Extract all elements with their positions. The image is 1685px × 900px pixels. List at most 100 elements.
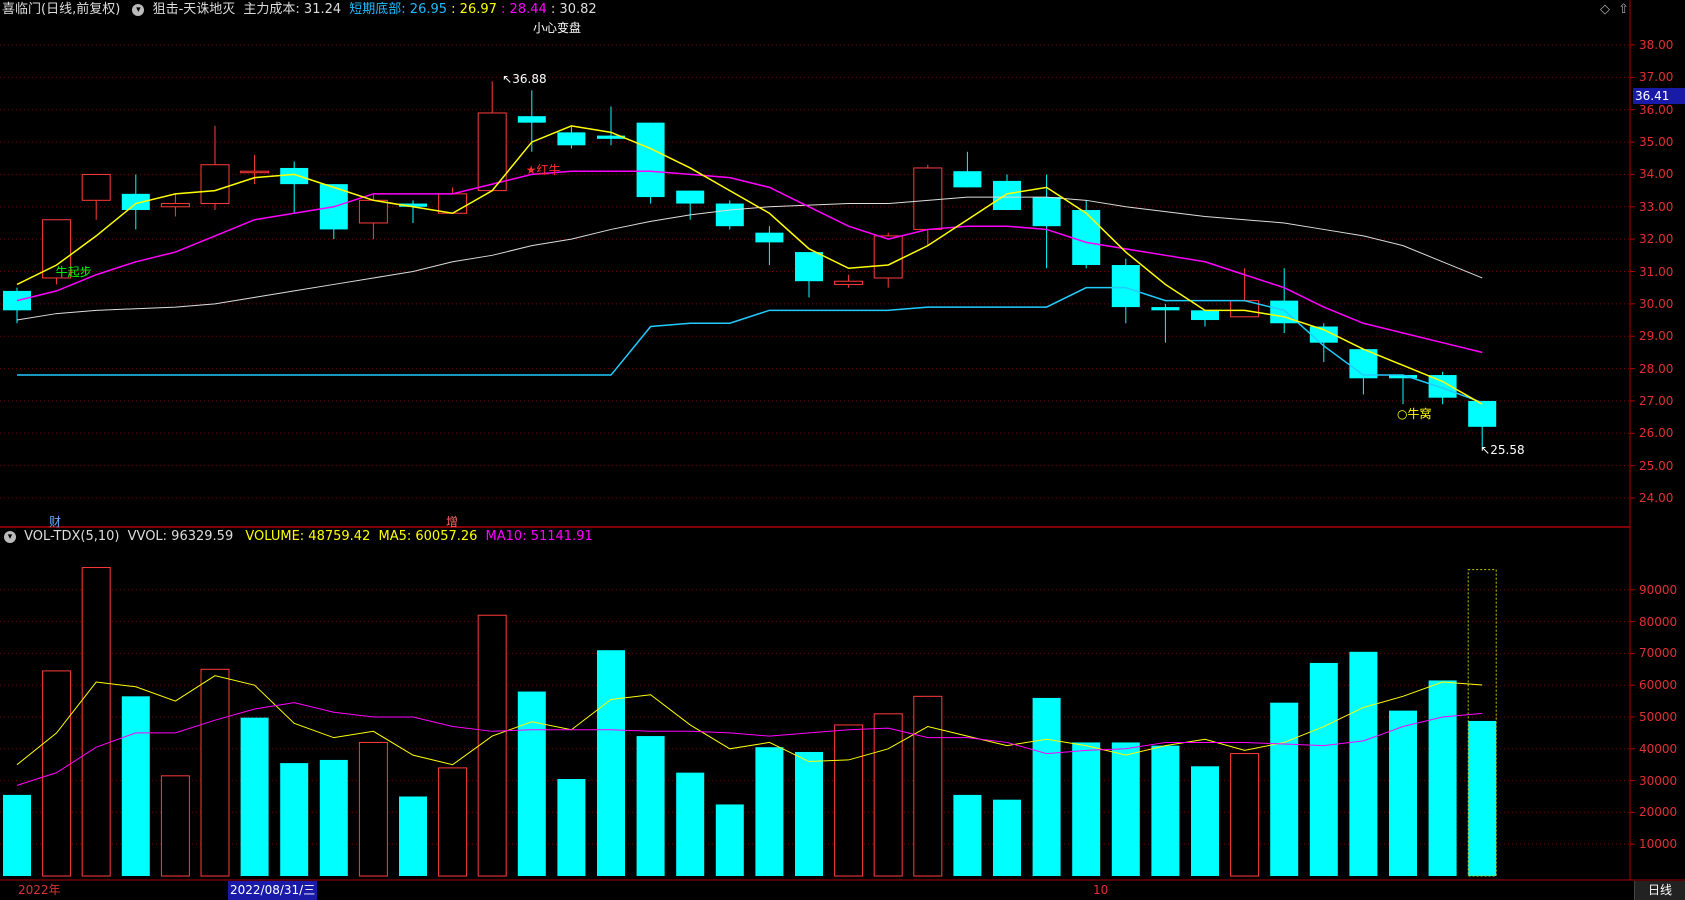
volume-bar-down xyxy=(1468,720,1497,876)
candle-down xyxy=(715,203,744,227)
window-controls: ◇ ⇧ xyxy=(1600,2,1629,17)
volume-bar-down xyxy=(676,772,705,876)
vol-ma5-line xyxy=(16,675,1483,766)
volume-bar-down xyxy=(755,747,784,876)
candle-up xyxy=(873,235,903,279)
current-price-tag: 36.41 xyxy=(1633,88,1685,105)
candle-up xyxy=(358,199,388,224)
capital-increase-marker[interactable]: 增 xyxy=(446,515,459,529)
volume-bar-up xyxy=(873,713,903,877)
volume-indicator-name[interactable]: VOL-TDX(5,10) xyxy=(24,529,120,544)
candle-down xyxy=(280,167,309,185)
volume-bar-down xyxy=(319,759,348,876)
volume-bar-down xyxy=(1151,745,1180,876)
volume-bar-down xyxy=(1309,662,1338,876)
candle-up xyxy=(913,167,943,230)
indicator-name[interactable]: 狙击-天诛地灭 xyxy=(152,2,236,17)
candle-down xyxy=(636,122,665,198)
candle-down xyxy=(1191,310,1219,321)
diamond-icon[interactable]: ◇ xyxy=(1599,2,1610,17)
finance-marker[interactable]: 财 xyxy=(49,515,62,529)
price-tick-label: 32.00 xyxy=(1639,232,1674,247)
price-tick-label: 30.00 xyxy=(1639,296,1674,311)
candle-up xyxy=(42,219,72,279)
candle-down xyxy=(795,252,823,282)
up-arrow-icon[interactable]: ⇧ xyxy=(1618,2,1629,17)
candle-down xyxy=(953,171,982,188)
volume-bar-up xyxy=(477,614,507,877)
candle-down xyxy=(1151,307,1180,311)
candle-up xyxy=(438,193,468,214)
volume-tick-label: 60000 xyxy=(1639,678,1678,693)
price-tick-label: 31.00 xyxy=(1639,264,1674,279)
volume-bar-down xyxy=(1111,742,1140,876)
volume-bar-up xyxy=(160,775,190,877)
volume-bar-up xyxy=(438,767,468,877)
volume-bar-down xyxy=(1389,710,1417,876)
year-label: 2022年 xyxy=(18,883,61,897)
price-tick-label: 24.00 xyxy=(1639,491,1674,505)
price-tick-label: 27.00 xyxy=(1639,393,1674,408)
candle-down xyxy=(1032,197,1061,227)
price-tick-label: 38.00 xyxy=(1639,38,1674,52)
stock-title[interactable]: 喜临门(日线,前复权) xyxy=(2,2,121,17)
bottom-label: 短期底部: 26.95 xyxy=(349,2,448,17)
candle-up xyxy=(200,164,230,205)
volume-bar-up xyxy=(913,695,943,877)
candle-down xyxy=(1349,349,1378,379)
month-label: 10 xyxy=(1093,883,1109,897)
indicator-settings-icon[interactable]: ▾ xyxy=(132,3,145,16)
volume-bar-down xyxy=(993,799,1021,876)
volume-tick-label: 20000 xyxy=(1639,805,1678,820)
candle-down xyxy=(1111,265,1140,308)
volume-bar-down xyxy=(597,650,625,876)
candle-up xyxy=(240,170,270,174)
candle-up xyxy=(160,203,190,208)
candle-down xyxy=(755,232,784,243)
support-line xyxy=(17,286,1483,404)
candle-up xyxy=(81,173,111,201)
volume-bar-down xyxy=(1270,702,1299,876)
volume-bar-down xyxy=(636,736,665,876)
vvol-value: VVOL: 96329.59 xyxy=(127,529,234,544)
volume-bar-down xyxy=(1191,766,1219,876)
volume-header: ▾ VOL-TDX(5,10) VVOL: 96329.59 VOLUME: 4… xyxy=(0,527,593,547)
price-tick-label: 25.00 xyxy=(1639,458,1674,473)
hong-niu-signal: ★红牛 xyxy=(525,162,561,177)
price-tick-label: 29.00 xyxy=(1639,329,1674,344)
volume-bar-up xyxy=(200,668,230,877)
volume-tick-label: 50000 xyxy=(1639,710,1678,724)
volume-settings-icon[interactable]: ▾ xyxy=(4,530,16,543)
volume-bar-down xyxy=(715,804,744,876)
volume-tick-label: 70000 xyxy=(1639,646,1678,661)
price-tick-label: 35.00 xyxy=(1639,135,1674,150)
candle-down xyxy=(597,135,625,139)
candle-down xyxy=(399,203,427,207)
volume-bar-up xyxy=(81,567,111,877)
volume-bar-down xyxy=(557,779,586,876)
volume-bar-down xyxy=(121,696,150,876)
candle-down xyxy=(1072,210,1101,266)
candle-down xyxy=(1428,375,1457,398)
time-axis: 2022年 2022/08/31/三 10 日线 xyxy=(0,881,1685,900)
candle-down xyxy=(517,116,546,123)
volume-bar-down xyxy=(240,717,269,876)
volume-tick-label: 40000 xyxy=(1639,741,1678,756)
candle-down xyxy=(993,180,1021,211)
volume-bar-down xyxy=(795,751,823,876)
volume-bar-up xyxy=(834,724,864,877)
volume-bar-up xyxy=(42,670,72,877)
price-tick-label: 28.00 xyxy=(1639,361,1674,376)
ma10-line xyxy=(16,170,1483,354)
candle-down xyxy=(1468,400,1497,427)
volume-value: VOLUME: 48759.42 xyxy=(245,529,371,544)
vol-ma10-value: MA10: 51141.91 xyxy=(485,529,593,544)
price-tick-label: 26.00 xyxy=(1639,426,1674,441)
high-price-label: ↖36.88 xyxy=(502,72,547,87)
ma-long-line xyxy=(16,196,1483,321)
period-tab-daily[interactable]: 日线 xyxy=(1634,881,1685,900)
vol-ma10-line xyxy=(16,702,1483,786)
niu-qibu-signal: 牛起步 xyxy=(55,264,92,279)
chart-header: 喜临门(日线,前复权) ▾ 狙击-天诛地灭 主力成本: 31.24 短期底部: … xyxy=(0,0,1685,20)
